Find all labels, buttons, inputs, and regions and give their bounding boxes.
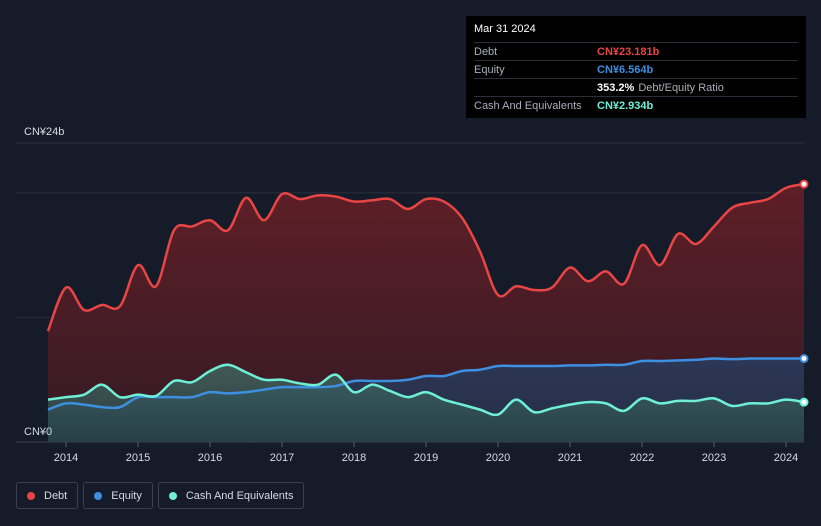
line-debt (46, 182, 805, 332)
legend-item-debt[interactable]: Debt (16, 482, 79, 509)
tooltip-row-cash: Cash And Equivalents CN¥2.934b (474, 96, 798, 114)
legend-dot-debt (27, 491, 35, 500)
end-point-equity[interactable] (799, 354, 809, 364)
tooltip-date: Mar 31 2024 (474, 23, 536, 35)
x-tick-label: 2022 (630, 452, 654, 464)
x-tick-label: 2018 (342, 452, 366, 464)
x-axis: 2014 2015 2016 2017 2018 2019 2020 2021 2022 2023… (54, 442, 798, 464)
x-tick-label: 2019 (414, 452, 438, 464)
tooltip-label: Cash And Equivalents (474, 99, 582, 112)
tooltip-value-debt: CN¥23.181b (597, 45, 660, 58)
x-tick-label: 2024 (774, 452, 798, 464)
x-tick-label: 2015 (126, 452, 150, 464)
x-tick-label: 2016 (198, 452, 222, 464)
tooltip-ratio-suffix: Debt/Equity Ratio (638, 81, 724, 94)
legend-dot-cash (168, 491, 177, 500)
tooltip-panel: Mar 31 2024 Debt CN¥23.181b Equity CN¥6.… (466, 16, 806, 118)
chart-legend: Debt Equity Cash And Equivalents (16, 482, 309, 509)
end-point-debt[interactable] (799, 179, 809, 189)
tooltip-label: Debt (474, 45, 498, 58)
legend-item-equity[interactable]: Equity (83, 482, 153, 509)
tooltip-label: Equity (474, 63, 505, 76)
series-areas (48, 184, 804, 443)
end-point-cash[interactable] (799, 397, 809, 407)
tooltip-value-ratio: 353.2% (597, 81, 635, 94)
tooltip-row-ratio: 353.2% Debt/Equity Ratio (474, 78, 798, 96)
legend-label-debt: Debt (44, 489, 68, 502)
line-cash (47, 363, 805, 417)
line-equity (47, 357, 804, 411)
legend-item-cash[interactable]: Cash And Equivalents (157, 482, 305, 509)
tooltip-row-equity: Equity CN¥6.564b (474, 60, 798, 78)
tooltip-value-equity: CN¥6.564b (597, 63, 654, 76)
legend-label-cash: Cash And Equivalents (185, 489, 294, 502)
y-top-label: CN¥24b (24, 126, 64, 138)
x-tick-label: 2014 (54, 452, 78, 464)
area-cash (48, 364, 804, 442)
legend-dot-equity (94, 491, 103, 500)
tooltip-value-cash: CN¥2.934b (597, 99, 654, 112)
tooltip-row-debt: Debt CN¥23.181b (474, 42, 798, 60)
series-lines (46, 179, 809, 417)
x-tick-label: 2023 (702, 452, 726, 464)
legend-label-equity: Equity (111, 489, 142, 502)
y-bottom-label: CN¥0 (24, 426, 52, 438)
x-tick-label: 2020 (486, 452, 510, 464)
x-tick-label: 2017 (270, 452, 294, 464)
x-tick-label: 2021 (558, 452, 582, 464)
debt-equity-chart: 2014 2015 2016 2017 2018 2019 2020 2021 2022 2023… (16, 126, 809, 464)
